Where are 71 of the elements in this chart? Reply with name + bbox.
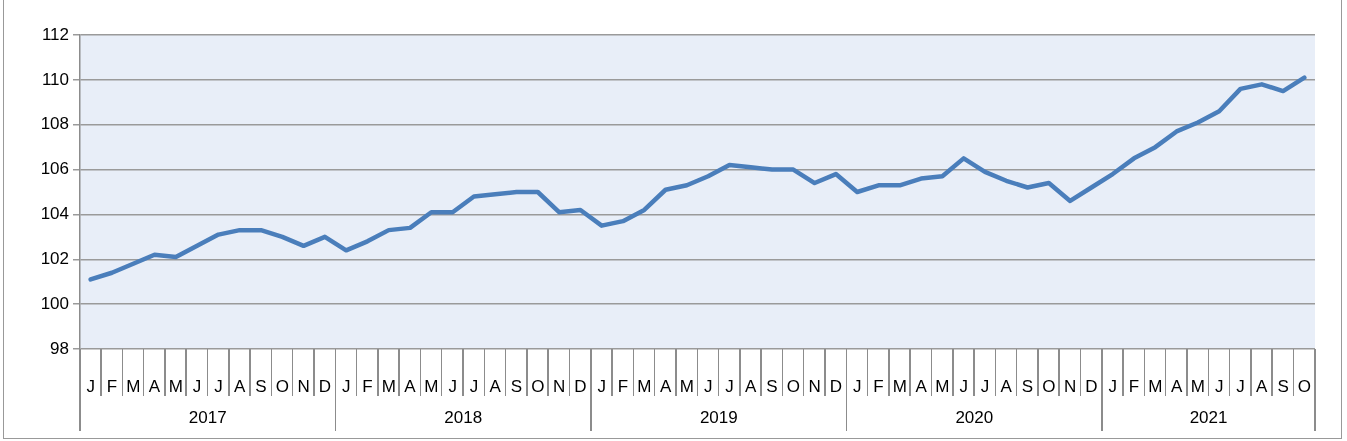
x-tick-label: M <box>1190 376 1205 396</box>
x-tick-label: A <box>1000 376 1013 396</box>
x-tick-label: N <box>1063 376 1077 396</box>
x-tick-label: A <box>489 376 502 396</box>
text: 2018 <box>444 407 483 427</box>
y-tick-label: 104 <box>40 204 69 224</box>
x-tick-label: S <box>1021 376 1034 396</box>
x-tick-label: J <box>1214 376 1224 396</box>
x-tick-label: J <box>725 376 734 396</box>
text: 2020 <box>955 407 994 427</box>
x-tick-label: D <box>1085 376 1098 396</box>
x-tick-label: A <box>404 376 417 396</box>
x-tick-label: A <box>1256 376 1269 396</box>
x-tick-label: A <box>148 376 161 396</box>
x-tick-label: O <box>1297 376 1311 396</box>
x-tick-label: J <box>703 376 713 396</box>
x-tick-label: A <box>659 376 672 396</box>
x-tick-label: J <box>448 376 457 396</box>
x-tick-label: F <box>873 376 884 396</box>
x-tick-label: F <box>362 376 373 396</box>
x-tick-label: D <box>574 376 587 396</box>
x-tick-label: M <box>1148 376 1163 396</box>
x-tick-label: A <box>915 376 928 396</box>
y-tick-label: 102 <box>40 248 69 268</box>
x-tick-label: M <box>381 376 396 396</box>
x-tick-label: O <box>531 376 545 396</box>
x-tick-label: J <box>192 376 202 396</box>
x-tick-label: O <box>275 376 289 396</box>
x-tick-label: M <box>168 376 183 396</box>
x-tick-label: F <box>617 376 629 396</box>
x-tick-label: N <box>808 376 821 396</box>
x-tick-label: J <box>469 376 479 396</box>
x-tick-label: M <box>679 376 694 396</box>
x-tick-label: J <box>959 376 968 396</box>
x-tick-label: J <box>1236 376 1245 396</box>
x-tick-label: A <box>234 376 247 396</box>
x-tick-label: O <box>786 376 800 396</box>
x-tick-label: D <box>829 376 843 396</box>
x-tick-label: J <box>980 376 990 396</box>
x-tick-label: D <box>318 376 332 396</box>
x-tick-label: J <box>86 376 95 396</box>
x-tick-label: S <box>1277 376 1289 396</box>
x-tick-label: M <box>892 376 907 396</box>
x-tick-label: M <box>126 376 141 396</box>
y-tick-label: 100 <box>40 293 69 313</box>
y-tick-label: 106 <box>40 159 69 179</box>
x-tick-label: J <box>1108 376 1117 396</box>
x-tick-label: J <box>214 376 223 396</box>
y-tick-label: 98 <box>50 338 69 358</box>
x-tick-label: N <box>297 376 310 396</box>
text: 2019 <box>699 407 738 427</box>
x-tick-label: J <box>852 376 862 396</box>
x-tick-label: J <box>597 376 606 396</box>
x-tick-label: M <box>424 376 439 396</box>
x-tick-label: N <box>552 376 566 396</box>
x-tick-label: S <box>255 376 267 396</box>
text: 2017 <box>188 407 227 427</box>
y-tick-label: 112 <box>41 24 69 44</box>
x-tick-label: S <box>766 376 778 396</box>
x-tick-label: A <box>745 376 758 396</box>
x-tick-label: S <box>510 376 523 396</box>
x-tick-label: O <box>1042 376 1056 396</box>
y-tick-label: 108 <box>40 114 69 134</box>
text: 2021 <box>1189 407 1228 427</box>
x-tick-label: M <box>637 376 652 396</box>
x-tick-label: J <box>341 376 351 396</box>
x-tick-label: M <box>935 376 950 396</box>
x-tick-label: F <box>1128 376 1140 396</box>
x-tick-label: F <box>106 376 118 396</box>
y-tick-label: 110 <box>41 69 69 89</box>
x-tick-label: A <box>1170 376 1183 396</box>
